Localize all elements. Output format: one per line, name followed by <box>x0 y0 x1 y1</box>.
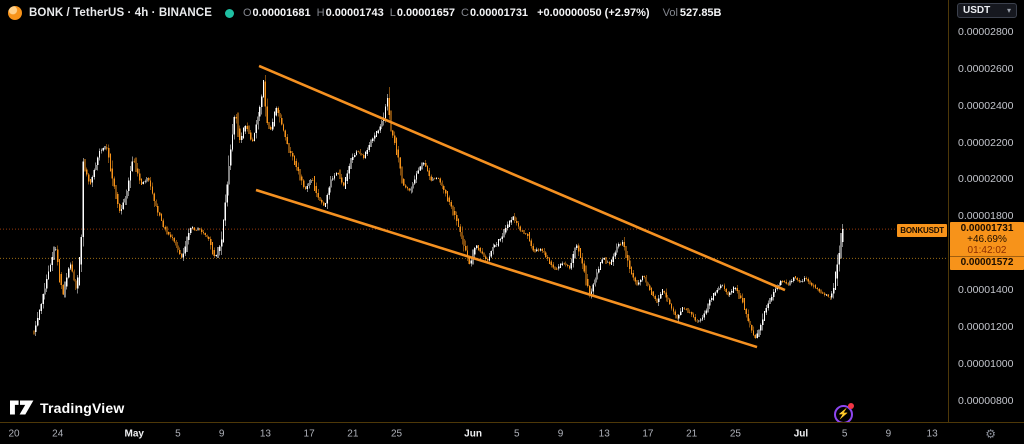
market-open-dot-icon[interactable] <box>224 8 234 18</box>
price-tick-label: 0.00002400 <box>958 99 1014 112</box>
time-tick-label: 17 <box>303 428 315 439</box>
candlestick-series <box>33 75 844 340</box>
price-tick-label: 0.00002600 <box>958 62 1014 75</box>
time-tick-label: 9 <box>218 428 225 439</box>
currency-label: USDT <box>963 5 991 16</box>
time-tick-label: 21 <box>347 428 359 439</box>
chart-pane[interactable] <box>0 0 948 422</box>
symbol-name-tag[interactable]: BONKUSDT <box>897 224 947 237</box>
price-tick-label: 0.00002800 <box>958 26 1014 38</box>
horizontal-price-lines[interactable] <box>0 228 948 259</box>
bonk-coin-icon <box>8 6 22 20</box>
price-tick-label: 0.00000800 <box>958 394 1014 407</box>
time-tick-label: 13 <box>259 428 271 439</box>
time-tick-label: 20 <box>8 428 20 439</box>
ohlc-values: O 0.00001681 H 0.00001743 L 0.00001657 C 0.0000… <box>243 7 528 19</box>
channel-trendlines[interactable] <box>255 64 786 349</box>
bar-countdown: 01:42:02 <box>967 245 1007 256</box>
time-tick-label: Jun <box>464 428 482 439</box>
volume-label: Vol <box>662 7 678 19</box>
symbol-title[interactable]: BONK / TetherUS · 4h · BINANCE <box>29 7 212 19</box>
time-tick-label: 9 <box>557 428 564 439</box>
tradingview-logo-text: TradingView <box>40 399 125 416</box>
volume-value: 527.85B <box>679 7 722 19</box>
time-tick-label: 25 <box>729 428 741 439</box>
axis-settings-gear-icon[interactable]: ⚙ <box>985 426 996 441</box>
tradingview-logo-mark-icon <box>10 400 34 415</box>
time-tick-label: 5 <box>513 428 520 439</box>
tradingview-logo[interactable]: TradingView <box>10 399 124 416</box>
time-tick-label: 5 <box>841 428 848 439</box>
ohlc-field: C 0.00001731 <box>460 7 529 19</box>
current-price-label[interactable]: 0.00001731 +46.69% 01:42:02 0.00001572 <box>950 222 1024 270</box>
price-tick-label: 0.00001800 <box>958 210 1014 223</box>
notification-dot <box>848 403 854 409</box>
price-scale[interactable]: USDT ▾ 0.00001731 +46.69% 01:42:02 0.000… <box>948 0 1024 422</box>
change-value: +0.00000050 (+2.97%) <box>537 7 650 19</box>
time-tick-label: Jul <box>793 428 809 439</box>
time-tick-label: 24 <box>52 428 64 439</box>
time-tick-label: 13 <box>598 428 610 439</box>
time-tick-label: 5 <box>175 428 181 439</box>
symbol-legend[interactable]: BONK / TetherUS · 4h · BINANCE O 0.000016… <box>8 5 722 21</box>
volume-readout: Vol 527.85B <box>663 7 722 19</box>
price-tick-label: 0.00002000 <box>958 173 1014 186</box>
alert-price-label: 0.00001572 <box>950 256 1024 268</box>
price-tick-label: 0.00001200 <box>958 320 1014 333</box>
change-percent: +46.69% <box>967 234 1007 245</box>
time-tick-label: 17 <box>642 428 654 439</box>
ohlc-field: H 0.00001743 <box>316 7 384 19</box>
time-tick-label: 13 <box>926 428 938 439</box>
price-tick-label: 0.00002200 <box>958 136 1014 149</box>
ohlc-field: L 0.00001657 <box>389 7 455 19</box>
time-tick-label: 25 <box>390 428 403 439</box>
ohlc-field: O 0.00001681 <box>242 7 311 19</box>
time-scale[interactable]: ⚙ 20 24 May 5 9 13 17 21 25 Jun 5 9 13 17 21 25 Jul 5 9 13 <box>0 422 1024 444</box>
price-tick-label: 0.00001400 <box>958 284 1014 297</box>
time-tick-label: 21 <box>686 428 698 439</box>
chevron-down-icon: ▾ <box>1006 5 1011 15</box>
time-tick-label: 9 <box>885 428 892 439</box>
channel-upper[interactable] <box>258 64 786 292</box>
last-price: 0.00001731 <box>960 223 1014 234</box>
currency-toggle-button[interactable]: USDT ▾ <box>957 3 1017 18</box>
channel-lower[interactable] <box>255 188 758 349</box>
time-tick-label: May <box>124 428 144 439</box>
price-tick-label: 0.00001000 <box>958 357 1014 370</box>
